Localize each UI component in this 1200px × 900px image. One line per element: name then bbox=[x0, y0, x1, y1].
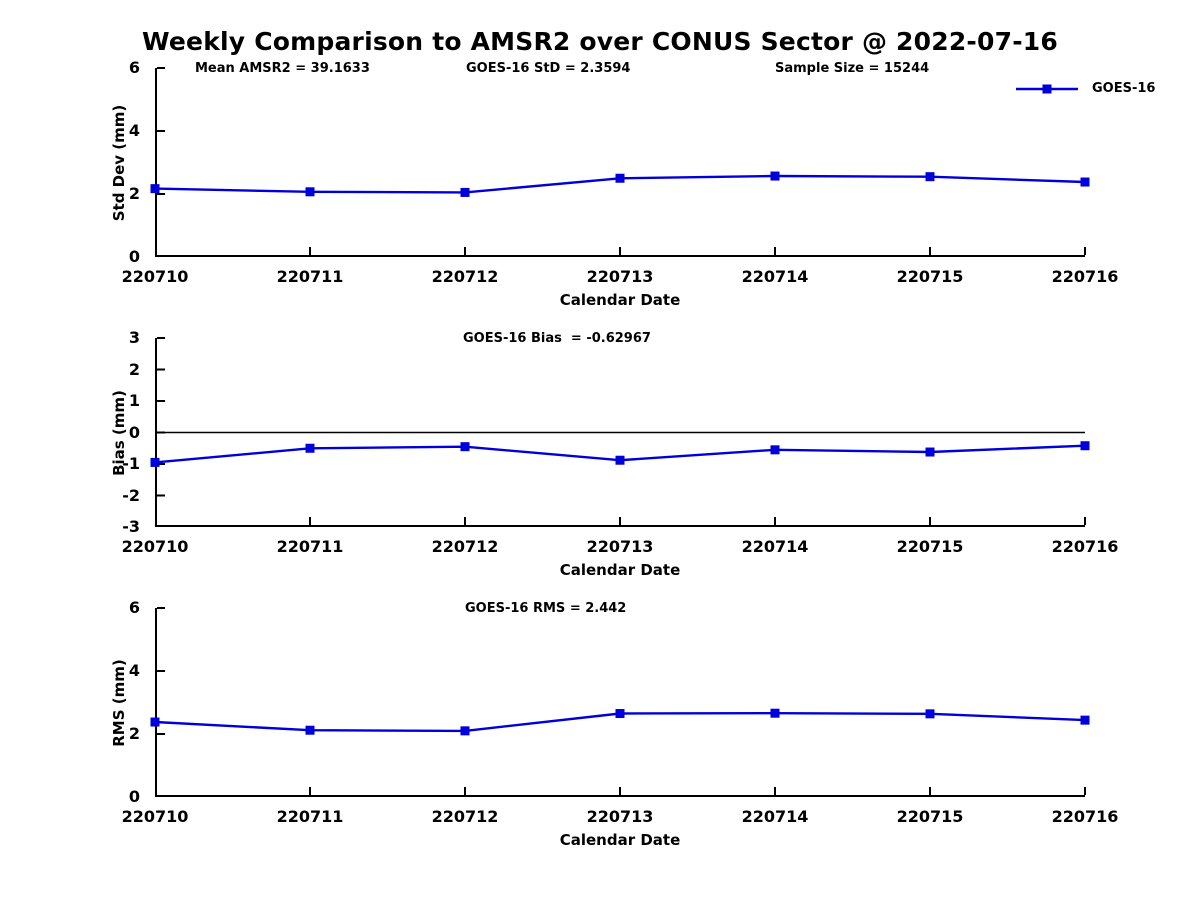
data-point-marker bbox=[305, 443, 315, 453]
x-tick-label: 220716 bbox=[1051, 537, 1119, 556]
data-point-marker bbox=[305, 187, 315, 197]
y-tick-label: 3 bbox=[128, 328, 140, 347]
y-tick-label: 0 bbox=[128, 422, 140, 442]
y-axis-label: Bias (mm) bbox=[110, 389, 128, 476]
y-tick-label: 6 bbox=[128, 58, 140, 77]
data-point-marker bbox=[770, 708, 780, 718]
data-line bbox=[154, 444, 1086, 464]
x-tick-label: 220711 bbox=[276, 537, 344, 556]
data-point-marker bbox=[1080, 177, 1090, 187]
plot-area bbox=[150, 67, 1090, 257]
data-point-marker bbox=[615, 173, 625, 183]
x-tick-label: 220715 bbox=[896, 807, 964, 826]
x-tick-label: 220715 bbox=[896, 537, 964, 556]
x-tick-label: 220713 bbox=[586, 267, 654, 286]
x-tick-label: 220713 bbox=[586, 537, 654, 556]
x-tick-label: 220714 bbox=[741, 537, 809, 556]
legend: GOES-16 bbox=[1016, 81, 1155, 96]
annotation: Mean AMSR2 = 39.1633 bbox=[195, 61, 370, 76]
x-tick-label: 220716 bbox=[1051, 807, 1119, 826]
x-tick-label: 220712 bbox=[431, 537, 499, 556]
y-tick-label: 2 bbox=[128, 724, 140, 743]
y-tick-label: 2 bbox=[128, 359, 140, 379]
data-point-marker bbox=[770, 445, 780, 455]
x-tick-label: 220711 bbox=[276, 807, 344, 826]
x-axis-label: Calendar Date bbox=[559, 291, 681, 309]
data-point-marker bbox=[150, 184, 160, 194]
annotation: GOES-16 RMS = 2.442 bbox=[465, 601, 627, 616]
data-point-marker bbox=[460, 442, 470, 452]
x-tick-label: 220710 bbox=[121, 537, 189, 556]
y-tick-label: 0 bbox=[128, 247, 140, 266]
x-tick-label: 220714 bbox=[741, 807, 809, 826]
plot-area bbox=[150, 607, 1090, 797]
data-point-marker bbox=[925, 709, 935, 719]
data-line bbox=[154, 174, 1086, 194]
x-tick-label: 220710 bbox=[121, 267, 189, 286]
data-point-marker bbox=[615, 455, 625, 465]
data-point-marker bbox=[150, 457, 160, 467]
data-point-marker bbox=[305, 725, 315, 735]
x-tick-label: 220710 bbox=[121, 807, 189, 826]
y-tick-label: -3 bbox=[122, 517, 140, 536]
y-tick-label: -1 bbox=[122, 454, 140, 473]
plot-area bbox=[150, 337, 1090, 527]
annotation: GOES-16 Bias = -0.62967 bbox=[463, 331, 651, 346]
annotation: Sample Size = 15244 bbox=[775, 61, 930, 76]
x-tick-label: 220716 bbox=[1051, 267, 1119, 286]
y-tick-label: 6 bbox=[128, 598, 140, 617]
x-tick-label: 220714 bbox=[741, 267, 809, 286]
figure-title: Weekly Comparison to AMSR2 over CONUS Se… bbox=[142, 27, 1058, 56]
annotation: GOES-16 StD = 2.3594 bbox=[466, 61, 631, 76]
y-tick-label: -2 bbox=[122, 485, 140, 505]
data-line bbox=[154, 711, 1086, 733]
x-tick-label: 220713 bbox=[586, 807, 654, 826]
y-tick-label: 4 bbox=[128, 121, 140, 140]
data-point-marker bbox=[925, 172, 935, 182]
data-point-marker bbox=[1080, 441, 1090, 451]
legend-marker bbox=[1042, 84, 1052, 93]
legend-label: GOES-16 bbox=[1092, 81, 1156, 96]
data-point-marker bbox=[460, 187, 470, 197]
x-tick-label: 220712 bbox=[431, 267, 499, 286]
y-tick-label: 2 bbox=[128, 184, 140, 203]
x-tick-label: 220715 bbox=[896, 267, 964, 286]
y-tick-label: 1 bbox=[128, 391, 140, 410]
data-point-marker bbox=[925, 447, 935, 457]
data-point-marker bbox=[460, 726, 470, 736]
x-tick-label: 220712 bbox=[431, 807, 499, 826]
y-tick-label: 0 bbox=[128, 787, 140, 806]
data-point-marker bbox=[615, 709, 625, 719]
x-axis-label: Calendar Date bbox=[559, 561, 681, 579]
data-point-marker bbox=[770, 171, 780, 181]
x-axis-label: Calendar Date bbox=[559, 831, 681, 849]
y-axis-label: Std Dev (mm) bbox=[110, 104, 128, 221]
legend-line-sample bbox=[1016, 84, 1078, 93]
x-tick-label: 220711 bbox=[276, 267, 344, 286]
data-point-marker bbox=[150, 717, 160, 727]
y-axis-label: RMS (mm) bbox=[110, 658, 128, 747]
y-tick-label: 4 bbox=[128, 661, 140, 680]
data-point-marker bbox=[1080, 715, 1090, 725]
